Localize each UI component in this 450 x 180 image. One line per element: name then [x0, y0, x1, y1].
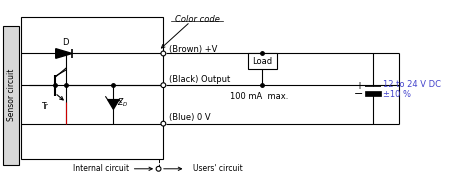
- Text: D: D: [62, 38, 68, 47]
- Text: (Black) Output: (Black) Output: [169, 75, 230, 84]
- Text: Sensor circuit: Sensor circuit: [7, 69, 16, 122]
- Text: Color code: Color code: [175, 15, 220, 24]
- Text: ±10 %: ±10 %: [383, 90, 411, 99]
- Polygon shape: [108, 100, 119, 109]
- Circle shape: [156, 166, 161, 171]
- Polygon shape: [56, 49, 72, 58]
- Text: 12 to 24 V DC: 12 to 24 V DC: [383, 80, 441, 89]
- Circle shape: [161, 83, 166, 88]
- Text: +: +: [355, 81, 363, 91]
- Bar: [365, 91, 381, 96]
- Text: (Brown) +V: (Brown) +V: [169, 45, 217, 54]
- Text: Tr: Tr: [42, 102, 49, 111]
- Text: Internal circuit: Internal circuit: [73, 164, 129, 173]
- Circle shape: [161, 121, 166, 126]
- Circle shape: [161, 51, 166, 56]
- Text: −: −: [354, 89, 363, 99]
- Bar: [3, 26, 19, 165]
- Bar: [248, 53, 277, 69]
- Text: Users' circuit: Users' circuit: [193, 164, 243, 173]
- Text: $Z_D$: $Z_D$: [117, 96, 129, 109]
- Text: 100 mA  max.: 100 mA max.: [230, 92, 288, 101]
- Text: (Blue) 0 V: (Blue) 0 V: [169, 113, 211, 122]
- Bar: [21, 17, 163, 159]
- Text: Load: Load: [252, 57, 272, 66]
